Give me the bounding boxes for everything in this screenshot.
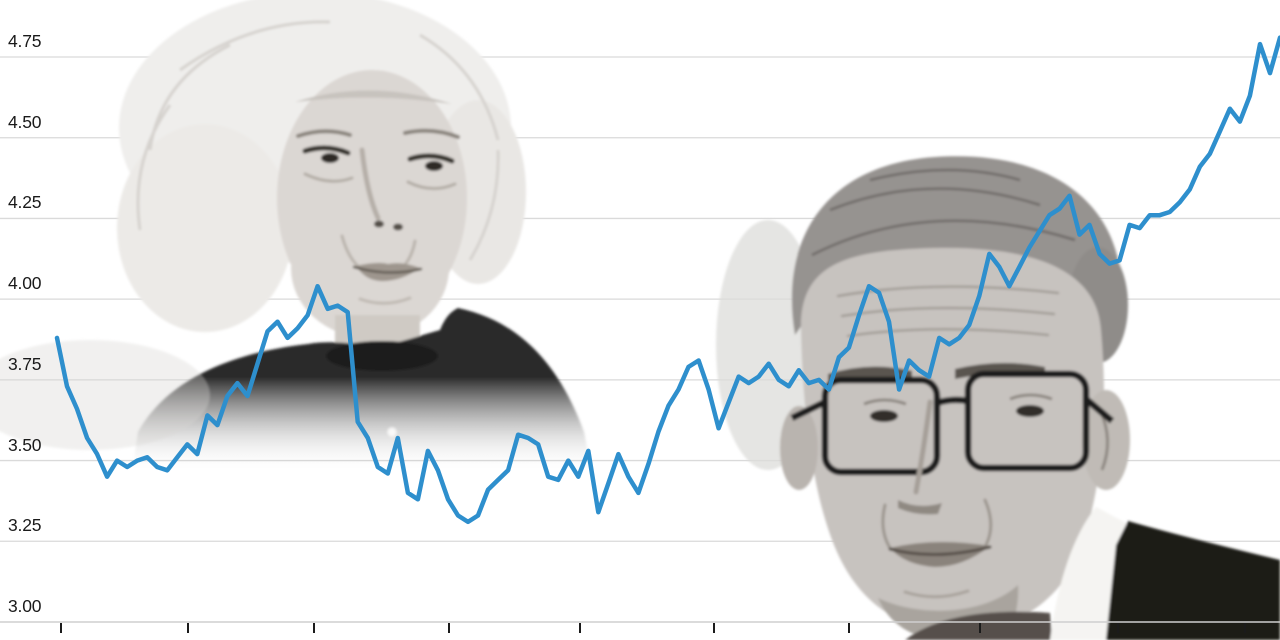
yellen-hair-strands <box>136 20 500 261</box>
powell-photo <box>716 156 1280 640</box>
powell-mouth-line <box>888 545 992 557</box>
y-tick-label: 3.00 <box>8 596 42 616</box>
yield-line <box>54 35 1280 525</box>
yellen-right-eye <box>425 161 443 171</box>
powell-nose <box>913 399 933 495</box>
powell-left-ear <box>780 406 818 490</box>
powell-neck-shadow <box>905 611 1052 640</box>
yellen-nose <box>359 147 381 221</box>
y-tick-label: 4.75 <box>8 31 42 51</box>
powell-face <box>800 247 1104 633</box>
powell-brows <box>828 362 1045 384</box>
y-tick-label: 3.75 <box>8 353 42 374</box>
yellen-pearl <box>388 428 396 436</box>
powell-suit <box>1106 521 1280 640</box>
yellen-fringe-shadow <box>295 90 452 104</box>
powell-nose-base <box>898 500 942 515</box>
powell-right-eye <box>1016 405 1044 417</box>
y-tick-label: 4.50 <box>8 111 42 132</box>
powell-shirt <box>1050 507 1128 640</box>
powell-nasolabial <box>881 498 993 550</box>
yellen-hair-left <box>117 124 293 332</box>
x-axis <box>0 621 1280 633</box>
yellen-nostril-right <box>393 223 403 231</box>
yellen-eyelids <box>302 145 455 164</box>
powell-glasses <box>790 370 1115 476</box>
y-tick-label: 4.00 <box>8 273 42 294</box>
yellen-collar-fold <box>326 341 438 371</box>
y-tick-label: 3.50 <box>8 434 42 455</box>
powell-forehead-wrinkles <box>836 285 1060 338</box>
yellen-turtleneck <box>132 308 592 472</box>
yellen-left-eye <box>321 153 339 163</box>
yellen-fade-spill <box>0 340 210 450</box>
yellen-brows <box>296 128 460 139</box>
y-tick-label: 4.25 <box>8 192 42 213</box>
yellen-chin-crease <box>358 296 412 305</box>
yellen-mouth-line <box>352 265 423 274</box>
powell-chin-crease <box>903 589 970 599</box>
powell-eyelids <box>863 393 1053 406</box>
powell-left-eye <box>870 410 898 422</box>
yellen-photo <box>117 0 592 474</box>
yellen-eye-bags <box>303 172 457 190</box>
yellen-nostril-left <box>374 220 384 228</box>
y-tick-label: 3.25 <box>8 515 42 536</box>
